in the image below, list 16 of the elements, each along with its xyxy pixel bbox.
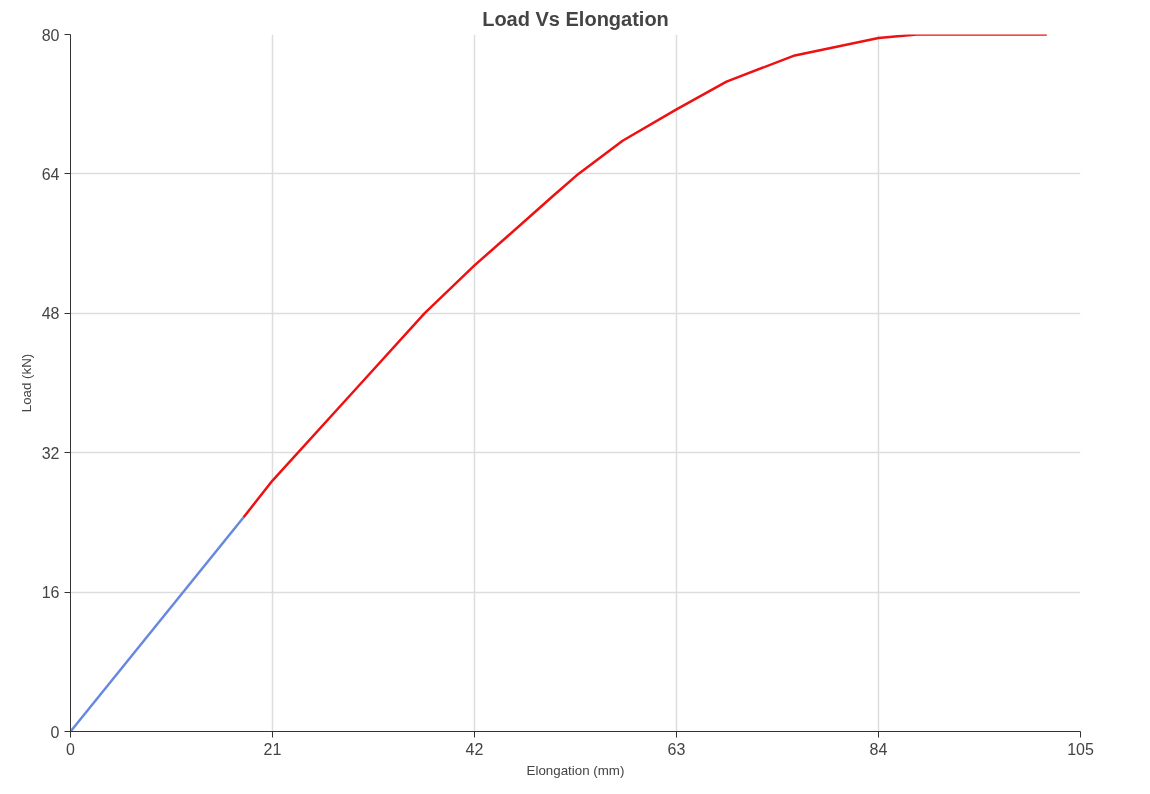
y-tick-label: 32 (41, 444, 60, 462)
y-axis-title: Load (kN) (18, 353, 34, 413)
x-tick-label: 105 (1067, 740, 1094, 758)
x-tick-label: 21 (263, 740, 282, 758)
y-tick-label: 80 (41, 26, 60, 44)
x-axis-title: Elongation (mm) (526, 762, 625, 778)
x-tick-label: 84 (869, 740, 888, 758)
y-tick-label: 48 (41, 305, 60, 323)
y-tick-label: 16 (41, 584, 60, 602)
x-tick-label: 63 (667, 740, 686, 758)
chart-title: Load Vs Elongation (482, 7, 669, 30)
y-tick-label: 64 (41, 165, 60, 183)
x-tick-label: 0 (66, 740, 76, 758)
x-tick-label: 42 (465, 740, 484, 758)
line-series (242, 34, 1049, 519)
y-tick-label: 0 (50, 723, 60, 741)
